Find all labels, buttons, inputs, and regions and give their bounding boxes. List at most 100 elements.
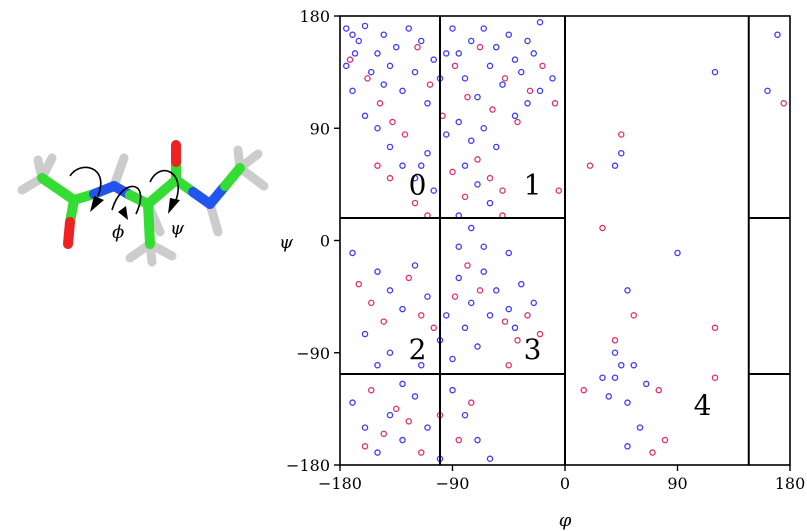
data-point [374,361,381,369]
y-tick-label: −180 [286,456,330,475]
data-point [461,162,469,169]
data-point [486,174,494,182]
data-point [526,87,534,95]
alanine-dipeptide-molecule: ϕ ψ [17,140,269,267]
data-point [536,330,544,338]
data-point [499,81,506,88]
data-point [386,287,394,294]
data-point [661,436,669,444]
data-point [501,75,509,82]
data-point [505,305,512,313]
data-point [349,249,356,257]
data-point [467,299,475,307]
x-tick-label: −90 [436,474,470,493]
data-point [405,25,412,32]
data-point [524,37,531,45]
data-point [451,293,459,300]
data-point [386,62,394,70]
data-point [417,361,425,369]
data-point [474,156,481,163]
scatter-points [342,18,788,463]
data-point [630,312,638,319]
data-point [467,137,475,144]
data-point [618,149,625,157]
data-point [386,411,394,419]
data-point [464,262,471,269]
data-point [374,162,381,169]
data-point [480,268,487,275]
data-point [474,343,481,350]
data-point [480,25,487,32]
data-point [399,162,406,169]
data-point [467,399,475,406]
data-point [674,249,681,257]
data-point [624,287,631,294]
data-point [361,330,369,338]
data-point [511,324,519,332]
data-point [480,125,487,132]
y-tick-label: 0 [320,232,330,251]
phi-rotation-arrow [69,166,142,215]
data-point [426,81,434,88]
data-point [461,193,469,201]
data-point [451,62,459,70]
data-point [711,324,719,332]
data-point [618,361,625,369]
data-point [392,43,400,51]
data-point [630,361,638,369]
data-point [492,143,500,151]
data-point [399,87,406,95]
data-point [480,243,487,250]
data-point [499,187,506,194]
data-point [417,37,425,45]
data-point [655,386,663,394]
data-point [505,361,512,369]
data-point [430,56,437,63]
y-tick-label: 180 [299,7,330,26]
data-point [364,75,371,82]
psi-rotation-arrow [149,169,179,201]
data-point [417,312,425,319]
data-point [374,50,381,57]
data-point [417,162,425,169]
data-point [355,280,362,288]
data-point [361,443,369,450]
data-point [467,224,475,232]
data-point [424,100,431,107]
data-point [514,337,521,344]
data-point [405,418,412,425]
x-axis-label: φ [559,510,572,531]
data-point [518,68,525,76]
data-point [361,424,369,431]
data-point [474,181,481,188]
data-point [764,87,771,95]
data-point [386,349,394,356]
region-label-3: 3 [524,333,542,366]
data-point [349,87,356,95]
y-ticks: −180 −90 0 90 180 [286,7,340,475]
data-point [464,93,471,101]
data-point [649,449,656,456]
data-point [476,43,484,51]
data-point [442,131,450,138]
data-point [530,50,538,57]
y-axis-label: ψ [279,232,294,253]
data-point [455,436,462,444]
data-point [374,268,381,275]
data-point [461,324,469,332]
data-point [401,131,409,138]
data-point [511,56,519,63]
data-point [455,243,462,250]
data-point [505,31,512,38]
x-ticks: −180 −90 0 90 180 [318,465,805,493]
data-point [411,174,419,182]
data-point [586,162,594,169]
data-point [551,100,559,107]
data-point [536,87,544,95]
arrow-heads [90,196,180,220]
data-point [530,299,538,307]
data-point [486,312,494,319]
data-point [505,249,512,257]
data-point [449,386,456,394]
y-tick-label: 90 [310,119,330,138]
